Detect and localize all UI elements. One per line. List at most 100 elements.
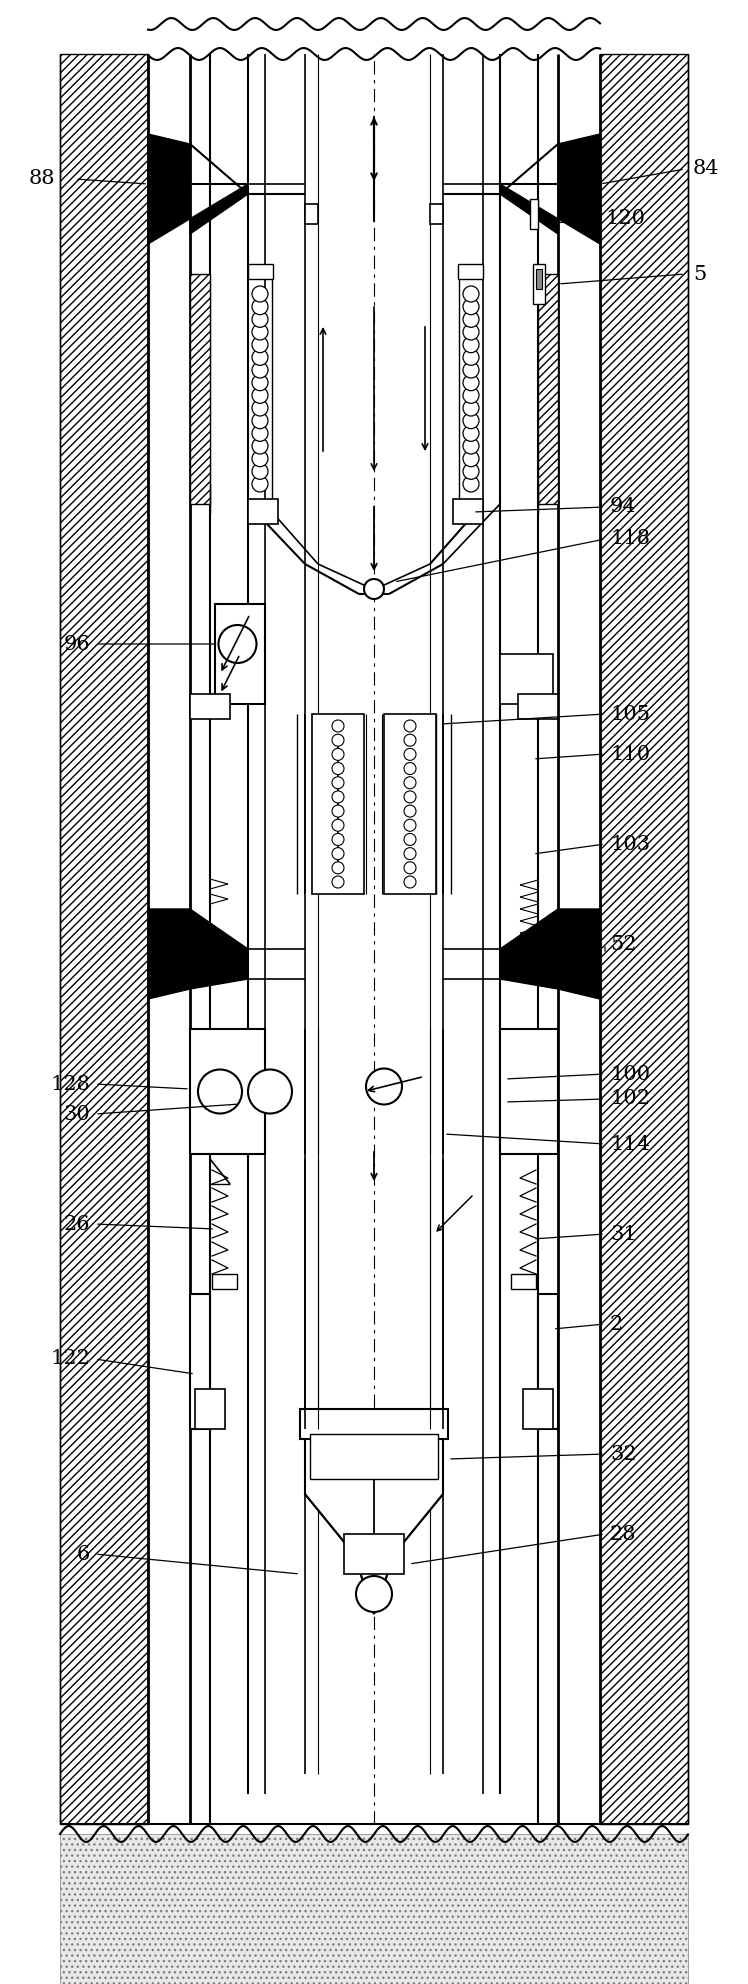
- Circle shape: [332, 833, 344, 845]
- Bar: [453, 500, 483, 524]
- Circle shape: [463, 413, 479, 429]
- Circle shape: [252, 300, 268, 315]
- Circle shape: [463, 401, 479, 417]
- Bar: [190, 1294, 210, 1428]
- Circle shape: [404, 877, 416, 889]
- Bar: [500, 655, 553, 704]
- Text: 88: 88: [28, 169, 55, 188]
- Circle shape: [404, 734, 416, 746]
- Text: 26: 26: [64, 1214, 90, 1234]
- Text: 118: 118: [610, 530, 650, 548]
- Circle shape: [404, 762, 416, 774]
- Polygon shape: [500, 135, 600, 244]
- Circle shape: [252, 464, 268, 480]
- Text: 120: 120: [605, 210, 645, 228]
- Text: 94: 94: [610, 498, 637, 516]
- Circle shape: [252, 323, 268, 339]
- Circle shape: [404, 833, 416, 845]
- Circle shape: [463, 476, 479, 492]
- Bar: [511, 1274, 536, 1290]
- Bar: [500, 1030, 558, 1155]
- Circle shape: [463, 311, 479, 327]
- Circle shape: [404, 792, 416, 804]
- Circle shape: [404, 861, 416, 873]
- Text: 31: 31: [610, 1224, 637, 1244]
- Text: 102: 102: [610, 1089, 650, 1109]
- Text: 105: 105: [610, 704, 650, 724]
- Bar: [600, 54, 688, 1823]
- Circle shape: [463, 361, 479, 379]
- Bar: [518, 694, 558, 718]
- Bar: [190, 694, 230, 718]
- Circle shape: [356, 1575, 392, 1611]
- Bar: [538, 274, 558, 504]
- Circle shape: [404, 847, 416, 859]
- Bar: [538, 1294, 558, 1428]
- Circle shape: [332, 847, 344, 859]
- Bar: [195, 1389, 225, 1428]
- Bar: [384, 714, 436, 895]
- Circle shape: [252, 387, 268, 403]
- Bar: [533, 264, 545, 304]
- Circle shape: [332, 877, 344, 889]
- Text: 5: 5: [693, 264, 706, 284]
- Text: 52: 52: [610, 934, 637, 954]
- Text: 84: 84: [693, 159, 720, 179]
- Circle shape: [463, 425, 479, 440]
- Text: 100: 100: [610, 1065, 650, 1083]
- Circle shape: [252, 450, 268, 466]
- Bar: [312, 714, 364, 895]
- Bar: [305, 204, 318, 224]
- Circle shape: [252, 286, 268, 302]
- Text: 2: 2: [610, 1315, 623, 1333]
- Circle shape: [463, 300, 479, 315]
- Text: 128: 128: [50, 1075, 90, 1093]
- Circle shape: [198, 1069, 242, 1113]
- Circle shape: [463, 349, 479, 365]
- Circle shape: [252, 375, 268, 391]
- Bar: [60, 1833, 688, 1984]
- Circle shape: [463, 438, 479, 454]
- Circle shape: [463, 464, 479, 480]
- Bar: [212, 1274, 237, 1290]
- Bar: [190, 274, 210, 504]
- Polygon shape: [500, 909, 600, 1000]
- Circle shape: [218, 625, 257, 663]
- Text: 110: 110: [610, 744, 650, 764]
- Circle shape: [252, 311, 268, 327]
- Bar: [310, 1434, 438, 1478]
- Circle shape: [332, 762, 344, 774]
- Circle shape: [463, 387, 479, 403]
- Circle shape: [404, 819, 416, 831]
- Bar: [190, 1030, 265, 1155]
- Circle shape: [332, 861, 344, 873]
- Circle shape: [252, 476, 268, 492]
- Bar: [536, 270, 542, 290]
- Text: 30: 30: [64, 1105, 90, 1123]
- Circle shape: [248, 1069, 292, 1113]
- Circle shape: [332, 806, 344, 817]
- Bar: [248, 500, 278, 524]
- Circle shape: [332, 819, 344, 831]
- Circle shape: [366, 1069, 402, 1105]
- Circle shape: [252, 361, 268, 379]
- Bar: [248, 264, 273, 280]
- Circle shape: [463, 323, 479, 339]
- Circle shape: [404, 806, 416, 817]
- Circle shape: [332, 748, 344, 760]
- Bar: [430, 204, 443, 224]
- Text: 114: 114: [610, 1135, 650, 1153]
- Bar: [300, 1409, 448, 1438]
- Circle shape: [463, 375, 479, 391]
- Bar: [458, 264, 483, 280]
- Text: 28: 28: [610, 1524, 637, 1544]
- Circle shape: [463, 337, 479, 353]
- Circle shape: [404, 776, 416, 790]
- Circle shape: [404, 748, 416, 760]
- Bar: [344, 1534, 404, 1573]
- Circle shape: [332, 734, 344, 746]
- Circle shape: [463, 286, 479, 302]
- Circle shape: [332, 776, 344, 790]
- Circle shape: [252, 413, 268, 429]
- Text: 32: 32: [610, 1444, 637, 1464]
